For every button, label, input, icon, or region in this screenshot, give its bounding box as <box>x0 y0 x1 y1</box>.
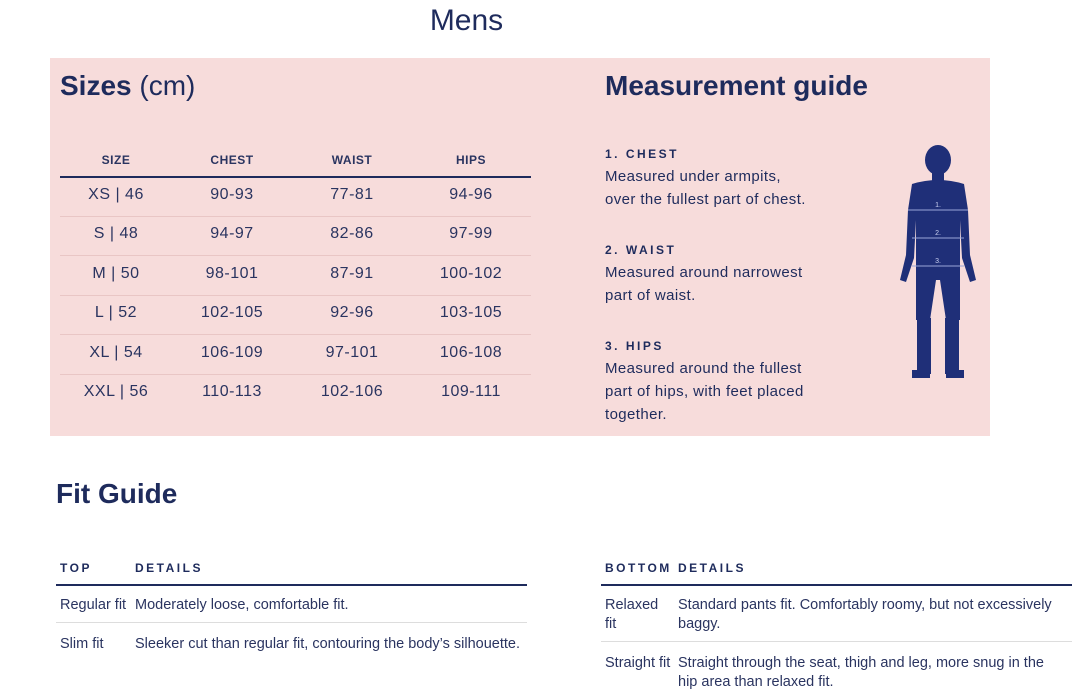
fit-details: Moderately loose, comfortable fit. <box>135 597 349 613</box>
figure-label: 3. <box>935 258 941 265</box>
figure-label: 1. <box>935 202 941 209</box>
guide-text: Measured around narrowest part of waist. <box>605 264 803 304</box>
fit-header: TOP <box>60 561 92 575</box>
table-cell: 102-106 <box>320 383 384 400</box>
page-title: Mens <box>429 4 504 37</box>
guide-label: 1. CHEST <box>605 147 680 161</box>
fit-row-rule <box>601 641 1072 642</box>
guide-text: Measured around the fullest part of hips… <box>605 360 804 423</box>
fit-name: Relaxed fit <box>605 597 659 632</box>
table-cell: 110-113 <box>202 383 262 400</box>
size-panel <box>50 58 990 436</box>
row-rule <box>60 373 531 375</box>
table-cell: 106-109 <box>200 343 264 361</box>
table-cell: 90-93 <box>210 186 254 203</box>
fit-title: Fit Guide <box>56 478 178 509</box>
row-rule <box>60 216 531 217</box>
table-cell: 100-102 <box>439 264 503 282</box>
fit-header-rule <box>601 584 1072 586</box>
table-cell: 94-97 <box>210 225 254 243</box>
table-cell: XXL | 56 <box>83 383 149 400</box>
table-cell: 97-101 <box>325 343 379 361</box>
fit-details: Straight through the seat, thigh and leg… <box>678 655 1044 690</box>
guide-label: 3. HIPS <box>605 339 664 353</box>
fit-row-rule <box>56 622 527 623</box>
fit-header: DETAILS <box>135 561 203 575</box>
table-cell: 97-99 <box>449 225 493 243</box>
guide-label: 2. WAIST <box>605 243 677 257</box>
header-rule <box>60 176 531 178</box>
table-header: SIZE <box>101 153 131 167</box>
fit-name: Regular fit <box>60 597 127 613</box>
table-cell: 106-108 <box>439 343 503 361</box>
table-cell: 87-91 <box>330 264 374 282</box>
figure-label: 2. <box>935 230 941 237</box>
row-rule <box>60 294 531 296</box>
table-cell: 102-105 <box>200 304 264 322</box>
fit-details: Standard pants fit. Comfortably roomy, b… <box>678 597 1052 632</box>
table-cell: XL | 54 <box>89 343 143 361</box>
guide-title: Measurement guide <box>605 70 868 101</box>
table-header: CHEST <box>210 153 254 167</box>
row-rule <box>60 255 531 257</box>
sizes-title: Sizes <box>60 70 132 101</box>
sizes-unit: (cm) <box>139 70 196 101</box>
fit-details: Sleeker cut than regular fit, contouring… <box>135 636 521 652</box>
guide-text: Measured under armpits, over the fullest… <box>605 168 806 208</box>
table-cell: 82-86 <box>330 225 374 243</box>
fit-name: Straight fit <box>605 655 671 671</box>
table-cell: 98-101 <box>205 264 259 282</box>
table-cell: M | 50 <box>92 264 140 282</box>
fit-header-rule <box>56 584 527 586</box>
table-cell: S | 48 <box>93 225 139 243</box>
table-cell: 94-96 <box>449 186 493 203</box>
fit-header: DETAILS <box>678 561 746 575</box>
table-header: HIPS <box>455 153 486 167</box>
table-cell: 109-111 <box>441 383 501 400</box>
table-cell: 103-105 <box>439 304 503 322</box>
table-header: WAIST <box>331 153 373 167</box>
table-cell: L | 52 <box>94 304 138 322</box>
table-cell: 92-96 <box>330 304 374 322</box>
table-cell: XS | 46 <box>88 186 144 203</box>
body-figure: 1. 2. 3. <box>900 145 976 378</box>
row-rule <box>60 334 531 336</box>
sizes-heading: Sizes (cm) <box>60 70 195 102</box>
fit-name: Slim fit <box>60 636 104 652</box>
table-cell: 77-81 <box>330 186 374 203</box>
fit-header: BOTTOM <box>605 561 672 575</box>
